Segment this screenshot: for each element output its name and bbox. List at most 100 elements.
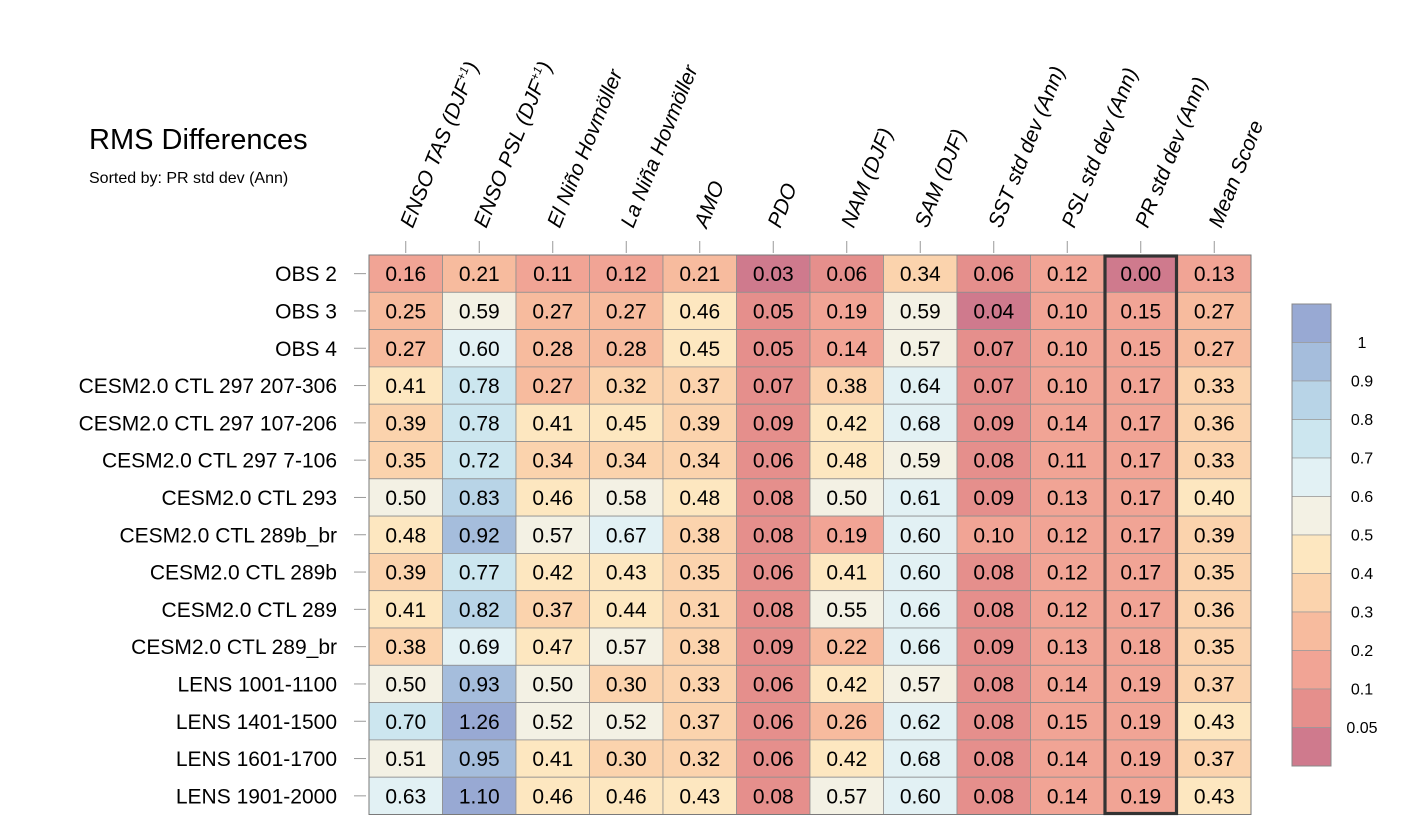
heatmap-cell [515, 702, 590, 741]
cell-value: 0.21 [459, 263, 500, 286]
row-label: OBS 4 [275, 338, 337, 361]
cell-value: 0.43 [1194, 711, 1235, 734]
cell-value: 0.41 [826, 562, 867, 585]
cell-value: 0.57 [826, 785, 867, 808]
sorted-column-highlight [1103, 254, 1179, 816]
cell-value: 0.33 [1194, 450, 1235, 473]
cell-value: 0.08 [973, 562, 1014, 585]
cell-value: 0.36 [1194, 599, 1235, 622]
cell-value: 0.62 [900, 711, 941, 734]
heatmap-cell [442, 515, 517, 554]
heatmap-cell [442, 590, 517, 629]
heatmap-cell [589, 664, 664, 703]
colorbar-segment [1291, 380, 1332, 420]
heatmap-cell [736, 739, 811, 778]
heatmap-cell [1177, 776, 1252, 815]
heatmap-cell [515, 478, 590, 517]
column-label: La Niña Hovmöller [617, 61, 703, 231]
cell-value: 0.27 [385, 338, 426, 361]
heatmap-cell [1177, 702, 1252, 741]
cell-value: 0.17 [1120, 450, 1161, 473]
colorbar-label: 0.1 [1351, 682, 1373, 699]
heatmap-cell [736, 627, 811, 666]
cell-value: 0.35 [1194, 562, 1235, 585]
cell-value: 0.82 [459, 599, 500, 622]
colorbar-segment [1291, 342, 1332, 382]
heatmap-cell [956, 702, 1031, 741]
cell-value: 0.08 [753, 785, 794, 808]
heatmap-cell [1177, 291, 1252, 330]
cell-value: 0.57 [606, 636, 647, 659]
cell-value: 0.10 [1047, 338, 1088, 361]
heatmap-cell [1030, 664, 1105, 703]
heatmap-cell [809, 776, 884, 815]
cell-value: 0.19 [826, 300, 867, 323]
cell-value: 0.95 [459, 748, 500, 771]
cell-value: 0.17 [1120, 524, 1161, 547]
cell-value: 0.14 [1047, 748, 1088, 771]
cell-value: 0.03 [753, 263, 794, 286]
heatmap-cell [883, 291, 958, 330]
cell-value: 0.12 [1047, 524, 1088, 547]
heatmap-cell [1177, 441, 1252, 480]
heatmap-cell [368, 627, 443, 666]
cell-value: 0.44 [606, 599, 647, 622]
heatmap-cell [589, 553, 664, 592]
heatmap-cell [515, 776, 590, 815]
cell-value: 0.15 [1120, 300, 1161, 323]
heatmap-cell [956, 590, 1031, 629]
cell-value: 0.58 [606, 487, 647, 510]
cell-value: 0.08 [973, 711, 1014, 734]
cell-value: 0.60 [900, 524, 941, 547]
colorbar-label: 1 [1358, 335, 1367, 352]
cell-value: 0.59 [459, 300, 500, 323]
cell-value: 0.06 [753, 748, 794, 771]
cell-value: 0.32 [606, 375, 647, 398]
cell-value: 0.60 [459, 338, 500, 361]
heatmap-cell [442, 664, 517, 703]
heatmap-cell [883, 441, 958, 480]
cell-value: 0.93 [459, 673, 500, 696]
cell-value: 0.06 [753, 673, 794, 696]
heatmap-cell [368, 478, 443, 517]
cell-value: 0.33 [679, 673, 720, 696]
row-label: OBS 3 [275, 300, 337, 323]
cell-value: 0.37 [679, 711, 720, 734]
cell-value: 0.15 [1047, 711, 1088, 734]
cell-value: 0.45 [606, 412, 647, 435]
heatmap-cell [1103, 702, 1178, 741]
cell-value: 0.46 [679, 300, 720, 323]
cell-value: 0.10 [1047, 375, 1088, 398]
cell-value: 0.11 [1048, 450, 1087, 473]
cell-value: 0.43 [606, 562, 647, 585]
cell-value: 0.63 [385, 785, 426, 808]
cell-value: 0.51 [385, 748, 426, 771]
cell-value: 0.14 [1047, 412, 1088, 435]
heatmap-cell [1103, 254, 1178, 293]
cell-value: 0.08 [753, 487, 794, 510]
cell-value: 0.12 [606, 263, 647, 286]
heatmap-cell [956, 329, 1031, 368]
heatmap-cell [1103, 627, 1178, 666]
heatmap-cell [515, 553, 590, 592]
heatmap-cell [1103, 739, 1178, 778]
cell-value: 0.19 [826, 524, 867, 547]
cell-value: 0.48 [385, 524, 426, 547]
cell-value: 0.39 [385, 562, 426, 585]
heatmap-cell [809, 291, 884, 330]
cell-value: 0.60 [900, 785, 941, 808]
heatmap-cell [1103, 329, 1178, 368]
cell-value: 0.34 [900, 263, 941, 286]
colorbar-segment [1291, 573, 1332, 613]
row-label: LENS 1001-1100 [177, 673, 337, 696]
heatmap-cell [1030, 329, 1105, 368]
heatmap-cell [1030, 441, 1105, 480]
colorbar-segment [1291, 303, 1332, 343]
heatmap-cell [1030, 702, 1105, 741]
cell-value: 0.19 [1120, 785, 1161, 808]
cell-value: 0.35 [385, 450, 426, 473]
heatmap-cell [956, 254, 1031, 293]
cell-value: 0.06 [753, 450, 794, 473]
heatmap-cell [662, 553, 737, 592]
